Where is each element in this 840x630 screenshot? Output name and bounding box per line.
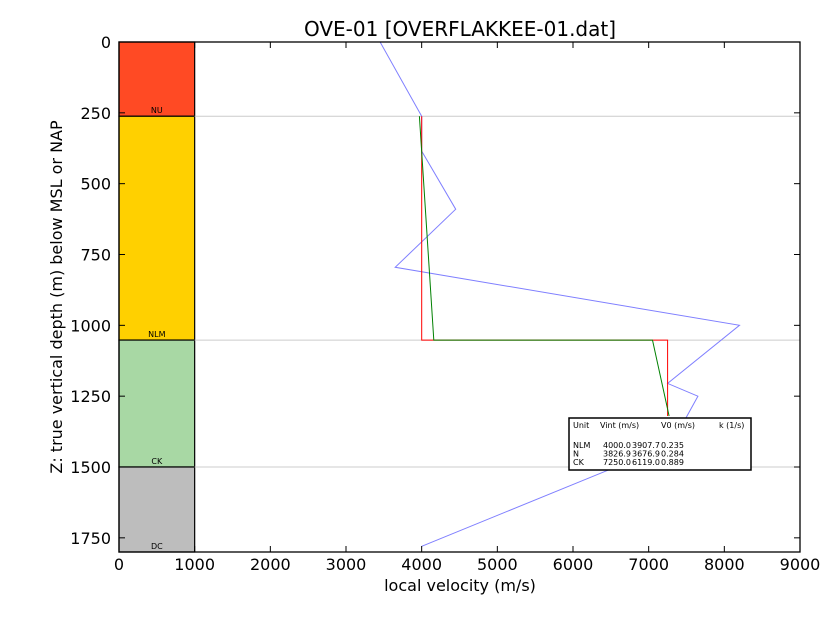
legend-cell-0-0: NLM xyxy=(573,441,590,450)
legend-cell-0-1: 4000.0 xyxy=(603,441,631,450)
x-tick-label-8000: 8000 xyxy=(704,555,745,574)
unit-block-dc xyxy=(118,466,196,553)
axis-ticks: 0 1000 2000 3000 4000 5000 6000 7000 8000 9000 0 25… xyxy=(70,33,820,574)
unit-block-ck xyxy=(118,339,196,468)
plot-frame xyxy=(118,41,801,553)
legend-cell-2-3: 0.889 xyxy=(661,458,684,467)
y-tick-label-1500: 1500 xyxy=(70,458,111,477)
stratigraphic-column: NU NLM CK DC xyxy=(118,41,196,553)
unit-block-nu xyxy=(118,41,196,117)
legend-box: Unit Vint (m/s) V0 (m/s) k (1/s) NLM 4000.0 39… xyxy=(568,417,752,471)
boundary-lines xyxy=(194,115,800,468)
unit-label-nlm: NLM xyxy=(148,330,165,339)
legend-cell-0-3: 0.235 xyxy=(661,441,684,450)
legend-cell-1-0: N xyxy=(573,450,579,459)
legend-header-1: Vint (m/s) xyxy=(600,421,639,430)
y-tick-label-0: 0 xyxy=(101,33,111,52)
legend-cell-2-1: 7250.0 xyxy=(603,458,631,467)
x-tick-label-6000: 6000 xyxy=(553,555,594,574)
y-tick-label-750: 750 xyxy=(80,246,111,265)
legend-cell-1-1: 3826.9 xyxy=(603,450,631,459)
y-tick-label-1250: 1250 xyxy=(70,387,111,406)
legend-frame xyxy=(568,417,752,471)
unit-block-nlm xyxy=(118,115,196,341)
x-tick-label-0: 0 xyxy=(114,555,124,574)
legend-header-2: V0 (m/s) xyxy=(661,421,695,430)
chart-title: OVE-01 [OVERFLAKKEE-01.dat] xyxy=(304,17,616,41)
legend-cell-2-0: CK xyxy=(573,458,585,467)
x-tick-label-5000: 5000 xyxy=(477,555,518,574)
y-tick-label-250: 250 xyxy=(80,104,111,123)
legend-header-3: k (1/s) xyxy=(719,421,744,430)
legend-cell-0-2: 3907.7 xyxy=(632,441,660,450)
series-line-1 xyxy=(421,116,669,416)
legend-cell-1-3: 0.284 xyxy=(661,450,684,459)
y-tick-label-500: 500 xyxy=(80,175,111,194)
x-tick-label-3000: 3000 xyxy=(326,555,367,574)
x-tick-label-4000: 4000 xyxy=(401,555,442,574)
x-tick-label-1000: 1000 xyxy=(174,555,215,574)
x-tick-label-2000: 2000 xyxy=(250,555,291,574)
legend-cell-1-2: 3676.9 xyxy=(632,450,660,459)
legend-cell-2-2: 6119.0 xyxy=(632,458,660,467)
y-axis-label: Z: true vertical depth (m) below MSL or … xyxy=(47,120,66,474)
y-tick-label-1000: 1000 xyxy=(70,316,111,335)
unit-label-nu: NU xyxy=(151,106,163,115)
unit-label-ck: CK xyxy=(151,457,163,466)
unit-label-dc: DC xyxy=(151,542,163,551)
legend-header-0: Unit xyxy=(573,421,589,430)
series-line-2 xyxy=(418,116,670,417)
x-tick-label-7000: 7000 xyxy=(628,555,669,574)
x-tick-label-9000: 9000 xyxy=(780,555,821,574)
y-tick-label-1750: 1750 xyxy=(70,529,111,548)
x-axis-label: local velocity (m/s) xyxy=(384,576,536,595)
